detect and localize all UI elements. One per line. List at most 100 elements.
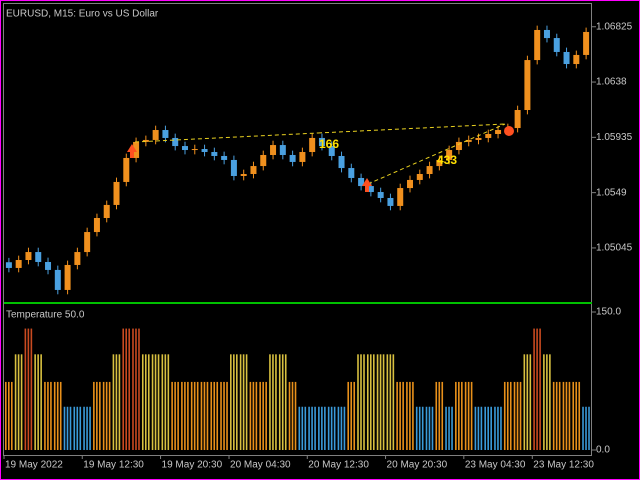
candle-body [123,157,130,182]
histogram-bar [230,354,232,450]
histogram-bar [108,381,111,450]
histogram-bar [477,406,480,450]
histogram-bar [435,381,438,450]
histogram-bar [144,354,147,450]
histogram-bar [330,406,333,450]
histogram-bar [337,406,340,450]
histogram-bar [59,381,62,450]
histogram-bar [196,381,199,450]
y-tick-label: 1.06825 [596,21,633,32]
histogram-bar [461,381,463,450]
histogram-bar [314,406,316,450]
histogram-bar [181,381,183,450]
histogram-bar [20,354,23,450]
candle-body [436,159,443,167]
histogram-bar [431,406,434,450]
histogram-bar [161,354,164,450]
histogram-bar [252,381,255,450]
histogram-bar [265,381,267,450]
candle-body [240,174,247,176]
histogram-bar [275,354,277,450]
histogram-bar [572,381,575,450]
histogram-bar [281,354,284,450]
candle-body [260,154,267,167]
histogram-bar [575,381,578,450]
candle-body [15,259,22,268]
histogram-bar [360,354,362,450]
candle-body [543,29,550,39]
histogram-bar [448,406,450,450]
candle-body [495,130,502,134]
histogram-bar [484,406,486,450]
histogram-bar [396,381,398,450]
candle-body [103,204,110,218]
candle-body [553,38,560,52]
candle-body [25,252,32,260]
trend-lines [134,123,506,185]
candle-body [250,166,257,175]
histogram-bar [480,406,483,450]
histogram-bar [83,406,85,450]
histogram-bar [513,381,516,450]
histogram-bar [11,381,13,450]
histogram-bar [568,381,571,450]
histogram-bar [333,406,336,450]
histogram-bar [122,328,124,450]
candle-body [191,149,198,151]
histogram-bar [128,328,130,450]
histogram-bar [582,406,584,450]
candle-body [54,269,61,290]
candle-body [514,110,521,129]
candle-body [230,159,237,176]
histogram-bar [588,406,590,450]
candle-body [35,252,42,262]
histogram-bar [141,354,144,450]
histogram-bar [187,381,189,450]
y-tick-label: 1.05045 [596,243,633,254]
candle-body [201,149,208,153]
x-tick-label: 23 May 04:30 [465,460,526,471]
histogram-bar [210,381,213,450]
histogram-bar [115,354,118,450]
histogram-bar [37,354,39,450]
histogram-bar [565,381,568,450]
histogram-bar [200,381,203,450]
price-panel: 1.06825 1.0638 1.05935 1.0549 1.05045 [5,21,633,295]
histogram-bar [451,406,453,450]
histogram-bar [311,406,313,450]
histogram-bar [278,354,281,450]
candle-body [358,177,365,187]
candle-body [485,133,492,138]
histogram-bar [308,406,310,450]
histogram-bar [99,381,101,450]
histogram-bar [324,406,326,450]
candle-body [93,217,100,233]
annotation: 433 [437,153,457,167]
candle-body [348,168,355,178]
histogram-bar [245,354,248,450]
candle-body [407,179,414,189]
histogram-bar [372,354,375,450]
candle-body [45,261,52,270]
y-tick-label: 0.0 [596,445,610,456]
histogram-bar [203,381,206,450]
candle-body [446,150,453,160]
histogram-bar [184,381,186,450]
histogram-bar [138,328,140,450]
histogram-bar [56,381,59,450]
histogram-bar [93,381,95,450]
candle-body [338,155,345,169]
histogram-bar [177,381,179,450]
histogram-bar [455,381,457,450]
candle-body [181,146,188,151]
candle-body [113,181,120,205]
histogram-bar [216,381,219,450]
histogram-bar [318,406,320,450]
histogram-bar [239,354,242,450]
histogram-bar [8,381,10,450]
histogram-bar [425,406,428,450]
histogram-bar [233,354,235,450]
histogram-bar [402,381,404,450]
histogram-bar [154,354,157,450]
histogram-bar [262,381,264,450]
